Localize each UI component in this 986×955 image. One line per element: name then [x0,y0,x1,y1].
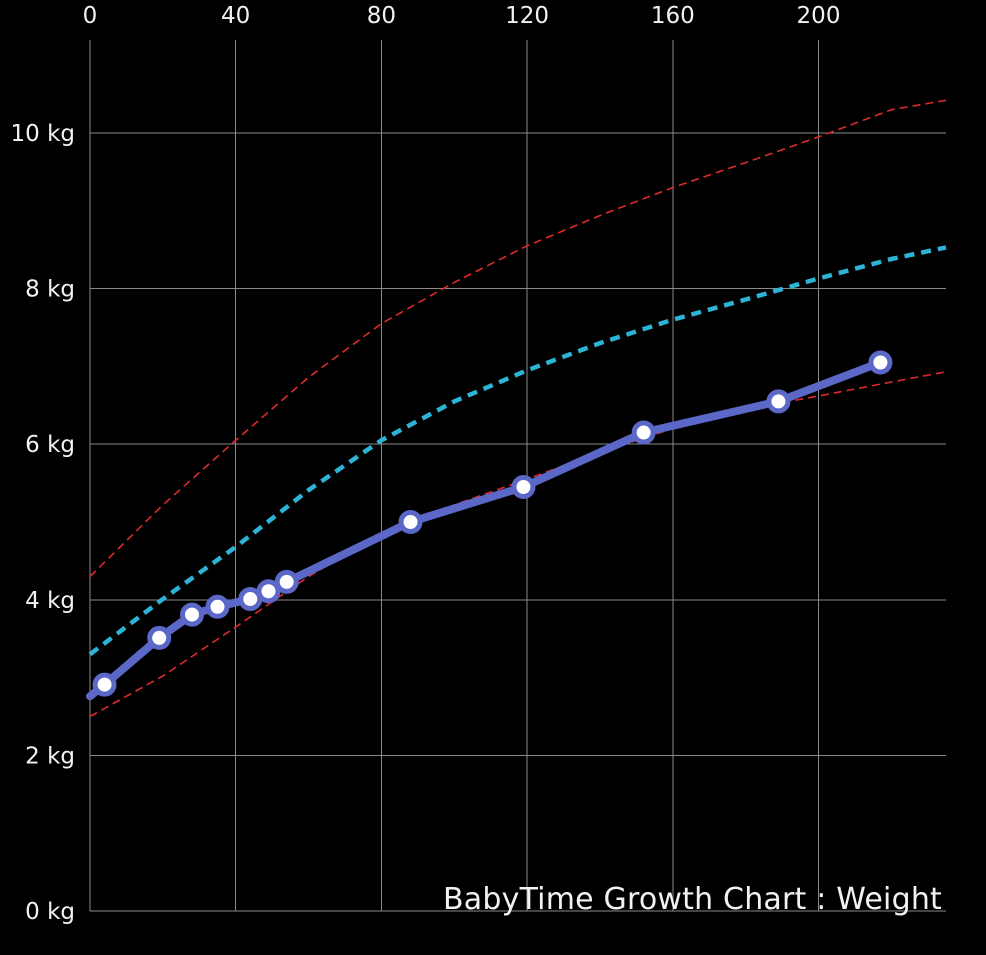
data-point-marker-center [520,483,527,490]
data-point-marker-center [877,359,884,366]
data-point-marker-center [407,519,414,525]
data-point-marker-center [265,588,272,595]
data-point-marker-center [101,681,108,688]
y-tick-label: 8 kg [25,277,75,303]
x-tick-label: 120 [505,3,549,29]
x-tick-label: 160 [651,3,695,29]
chart-title: BabyTime Growth Chart : Weight [443,882,942,917]
data-point-marker-center [214,603,221,610]
data-point-marker-center [640,429,647,436]
y-tick-label: 10 kg [11,121,76,147]
data-point-marker-center [247,596,254,603]
y-tick-label: 0 kg [25,899,75,925]
data-point-marker-center [156,634,163,641]
lower-bound-curve-line [89,371,947,718]
x-tick-label: 80 [367,3,396,29]
x-tick-label: 0 [83,3,98,29]
x-tick-label: 40 [221,3,250,29]
y-tick-label: 2 kg [25,743,75,769]
upper-bound-curve-line [89,99,947,578]
y-tick-label: 6 kg [25,432,75,458]
x-tick-label: 200 [797,3,841,29]
y-tick-label: 4 kg [25,588,75,614]
data-point-marker-center [775,398,782,405]
data-point-marker-center [283,578,290,585]
median-curve-line [88,245,947,657]
data-point-marker-center [188,611,195,618]
